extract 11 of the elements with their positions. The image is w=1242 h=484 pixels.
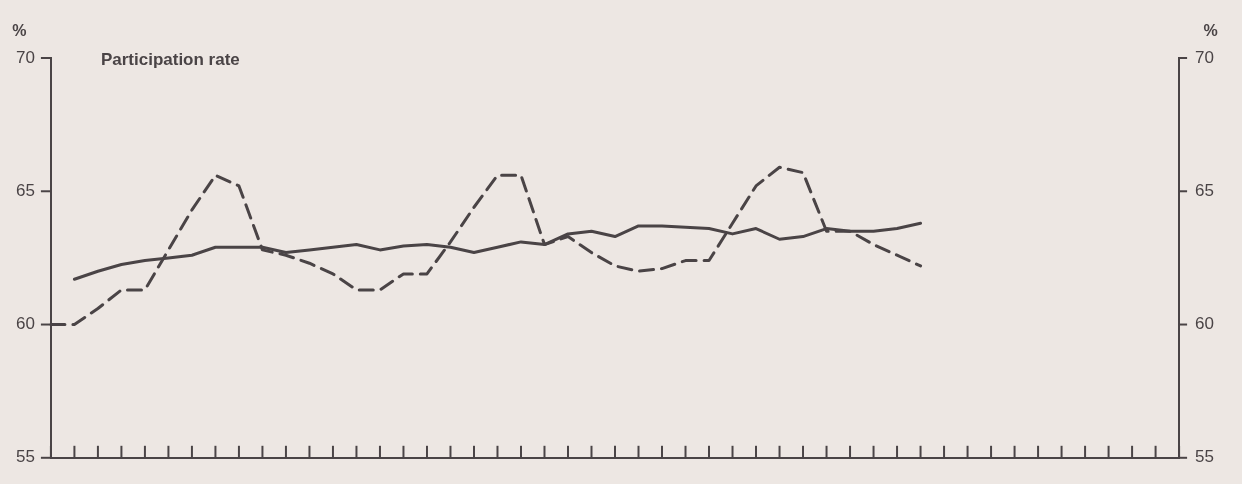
y2-tick-label: 60 [1195, 314, 1215, 334]
y-axis-title: % [12, 22, 27, 40]
y2-tick-label: 55 [1195, 447, 1215, 467]
chart-title: Participation rate [100, 49, 240, 69]
y-tick-label: 65 [15, 180, 35, 200]
y2-tick-label: 70 [1195, 47, 1215, 67]
y2-tick-label: 65 [1195, 180, 1215, 200]
y2-axis-title: % [1203, 22, 1218, 40]
y-tick-label: 60 [15, 314, 35, 334]
y-tick-label: 55 [15, 447, 35, 467]
y-tick-label: 70 [15, 47, 35, 67]
